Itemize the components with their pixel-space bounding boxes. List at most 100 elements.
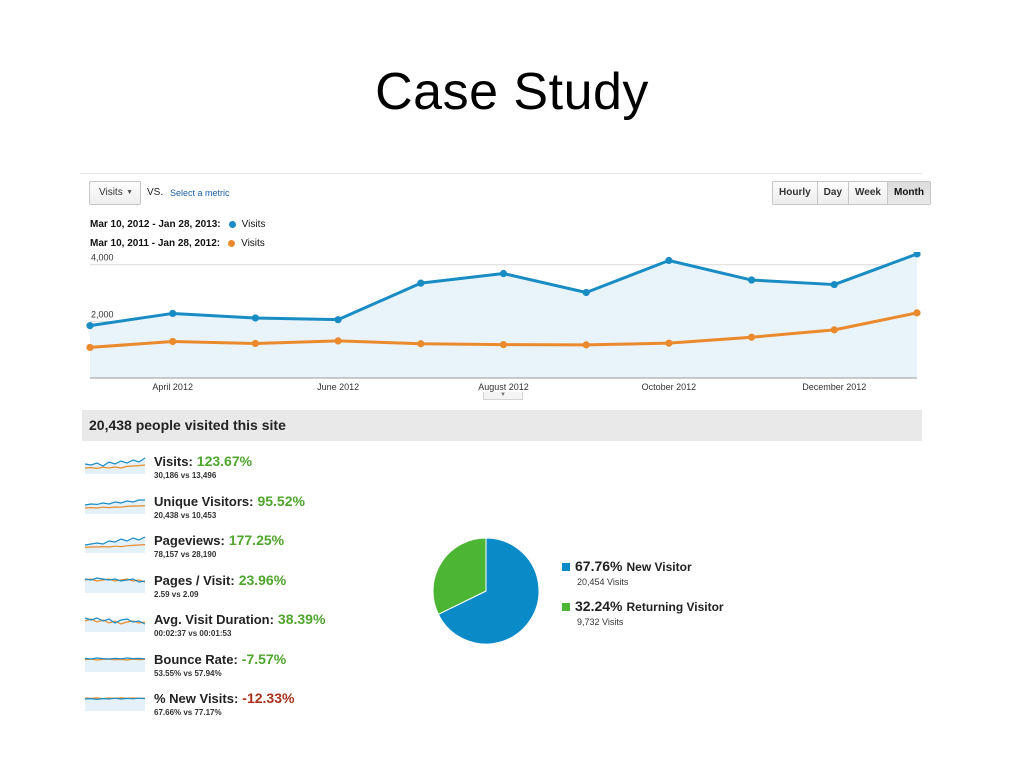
data-point[interactable] bbox=[665, 339, 673, 347]
metric-headline: Pageviews: 177.25% bbox=[154, 532, 284, 548]
sparkline-previous bbox=[84, 658, 146, 661]
metric-headline: Pages / Visit: 23.96% bbox=[154, 572, 286, 588]
metric-text: Visits: 123.67% 30,186 vs 13,496 bbox=[154, 453, 252, 480]
metric-label: Unique Visitors: bbox=[154, 493, 254, 509]
metric-change: 177.25% bbox=[228, 532, 285, 548]
pie-legend-percent: 32.24% bbox=[575, 598, 623, 614]
metric-label: Pages / Visit: bbox=[154, 572, 235, 588]
metric-headline: Unique Visitors: 95.52% bbox=[154, 493, 305, 509]
top-divider bbox=[80, 173, 922, 174]
sparkline-icon bbox=[84, 656, 146, 672]
sparkline-icon bbox=[84, 457, 146, 474]
pie-legend-percent: 67.76% bbox=[575, 558, 623, 574]
sparkline-area bbox=[85, 698, 145, 711]
period-toggle: Hourly Day Week Month bbox=[772, 181, 931, 205]
metric-text: Pageviews: 177.25% 78,157 vs 28,190 bbox=[154, 532, 284, 559]
metric-change: 95.52% bbox=[257, 492, 305, 509]
sparkline-icon bbox=[84, 576, 146, 593]
data-point[interactable] bbox=[665, 256, 673, 265]
legend-swatch-icon bbox=[562, 563, 570, 571]
data-point[interactable] bbox=[499, 340, 508, 349]
period-button-day[interactable]: Day bbox=[817, 182, 850, 204]
data-point[interactable] bbox=[830, 326, 838, 334]
metric-label: Visits: bbox=[154, 454, 193, 469]
data-point[interactable] bbox=[499, 269, 508, 278]
legend-dot-icon bbox=[228, 240, 236, 247]
sparkline-area bbox=[85, 657, 145, 672]
y-tick-label: 4,000 bbox=[91, 253, 114, 263]
data-point[interactable] bbox=[334, 316, 342, 324]
data-point[interactable] bbox=[748, 276, 756, 284]
metric-text: Pages / Visit: 23.96% 2.59 vs 2.09 bbox=[154, 572, 286, 599]
x-tick-label: April 2012 bbox=[152, 382, 193, 392]
x-tick-label: August 2012 bbox=[478, 382, 529, 392]
sparkline-icon bbox=[84, 536, 146, 553]
sparkline-current bbox=[84, 457, 146, 467]
metric-text: Unique Visitors: 95.52% 20,438 vs 10,453 bbox=[154, 493, 305, 520]
x-tick-label: December 2012 bbox=[802, 382, 866, 392]
legend-row-current: Mar 10, 2012 - Jan 28, 2013: Visits bbox=[90, 219, 265, 230]
sparkline-current bbox=[84, 576, 146, 583]
x-tick-label: October 2012 bbox=[642, 382, 697, 392]
metric-text: Bounce Rate: -7.57% 53.55% vs 57.94% bbox=[154, 651, 286, 678]
sparkline-current bbox=[84, 617, 146, 625]
metric-text: % New Visits: -12.33% 67.66% vs 77.17% bbox=[154, 690, 294, 717]
metric-label: Avg. Visit Duration: bbox=[154, 612, 274, 627]
sparkline-current bbox=[84, 656, 146, 660]
metric-change: -7.57% bbox=[241, 650, 287, 667]
data-point[interactable] bbox=[417, 340, 425, 348]
sparkline-area bbox=[85, 537, 145, 553]
sparkline-previous bbox=[84, 464, 146, 470]
visitor-type-pie-chart[interactable] bbox=[430, 535, 542, 647]
metric-compare: 30,186 vs 13,496 bbox=[154, 471, 217, 480]
legend-dot-icon bbox=[228, 221, 236, 228]
metric-select[interactable]: Visits ▼ bbox=[89, 181, 141, 205]
period-button-week[interactable]: Week bbox=[849, 182, 888, 204]
visits-line-chart[interactable]: 4,000 2,000 April 2012 June 2012 August 2012… bbox=[80, 252, 922, 394]
series-area-current bbox=[90, 253, 917, 378]
select-metric-link[interactable]: Select a metric bbox=[170, 188, 230, 198]
data-point[interactable] bbox=[251, 339, 259, 348]
chevron-down-icon: ▼ bbox=[126, 189, 133, 196]
pie-slice-new-visitor[interactable] bbox=[437, 537, 540, 645]
data-point[interactable] bbox=[86, 322, 94, 330]
data-point[interactable] bbox=[830, 280, 838, 289]
data-point[interactable] bbox=[86, 343, 94, 352]
sparkline-icon bbox=[84, 617, 146, 632]
y-tick-label: 2,000 bbox=[91, 309, 114, 319]
data-point[interactable] bbox=[582, 288, 590, 297]
data-point[interactable] bbox=[913, 309, 921, 317]
sparkline-icon bbox=[84, 697, 146, 711]
metric-text: Avg. Visit Duration: 38.39% 00:02:37 vs 00… bbox=[154, 611, 325, 638]
metric-headline: Bounce Rate: -7.57% bbox=[154, 651, 286, 667]
data-point[interactable] bbox=[169, 337, 177, 346]
data-point[interactable] bbox=[251, 314, 259, 322]
metric-headline: Visits: 123.67% bbox=[154, 453, 252, 469]
metric-change: -12.33% bbox=[242, 690, 295, 706]
metric-compare: 67.66% vs 77.17% bbox=[154, 708, 222, 717]
pie-legend-returning-visitor: 32.24% Returning Visitor 9,732 Visits bbox=[562, 598, 724, 627]
metric-select-label: Visits bbox=[99, 187, 123, 198]
pie-legend-visits: 9,732 Visits bbox=[577, 617, 624, 627]
data-point[interactable] bbox=[913, 252, 921, 258]
period-button-hourly[interactable]: Hourly bbox=[773, 182, 818, 204]
pie-legend-name: New Visitor bbox=[626, 560, 692, 574]
period-button-month[interactable]: Month bbox=[887, 182, 930, 204]
metric-compare: 53.55% vs 57.94% bbox=[154, 668, 222, 678]
metric-label: Pageviews: bbox=[154, 533, 225, 548]
data-point[interactable] bbox=[582, 341, 590, 349]
metric-compare: 20,438 vs 10,453 bbox=[154, 510, 217, 520]
vs-label: VS. bbox=[147, 187, 164, 198]
data-point[interactable] bbox=[334, 337, 342, 345]
summary-headline: 20,438 people visited this site bbox=[82, 410, 922, 441]
metric-change: 123.67% bbox=[196, 453, 253, 469]
metric-change: 38.39% bbox=[277, 611, 326, 627]
chart-resize-handle[interactable]: ▼ bbox=[483, 392, 523, 400]
data-point[interactable] bbox=[169, 309, 177, 318]
pie-slice-returning-visitor[interactable] bbox=[432, 537, 487, 615]
data-point[interactable] bbox=[748, 333, 756, 341]
legend-series-label: Visits bbox=[241, 238, 265, 249]
sparkline-current bbox=[84, 536, 146, 546]
sparkline-previous bbox=[84, 544, 146, 548]
data-point[interactable] bbox=[417, 279, 425, 287]
